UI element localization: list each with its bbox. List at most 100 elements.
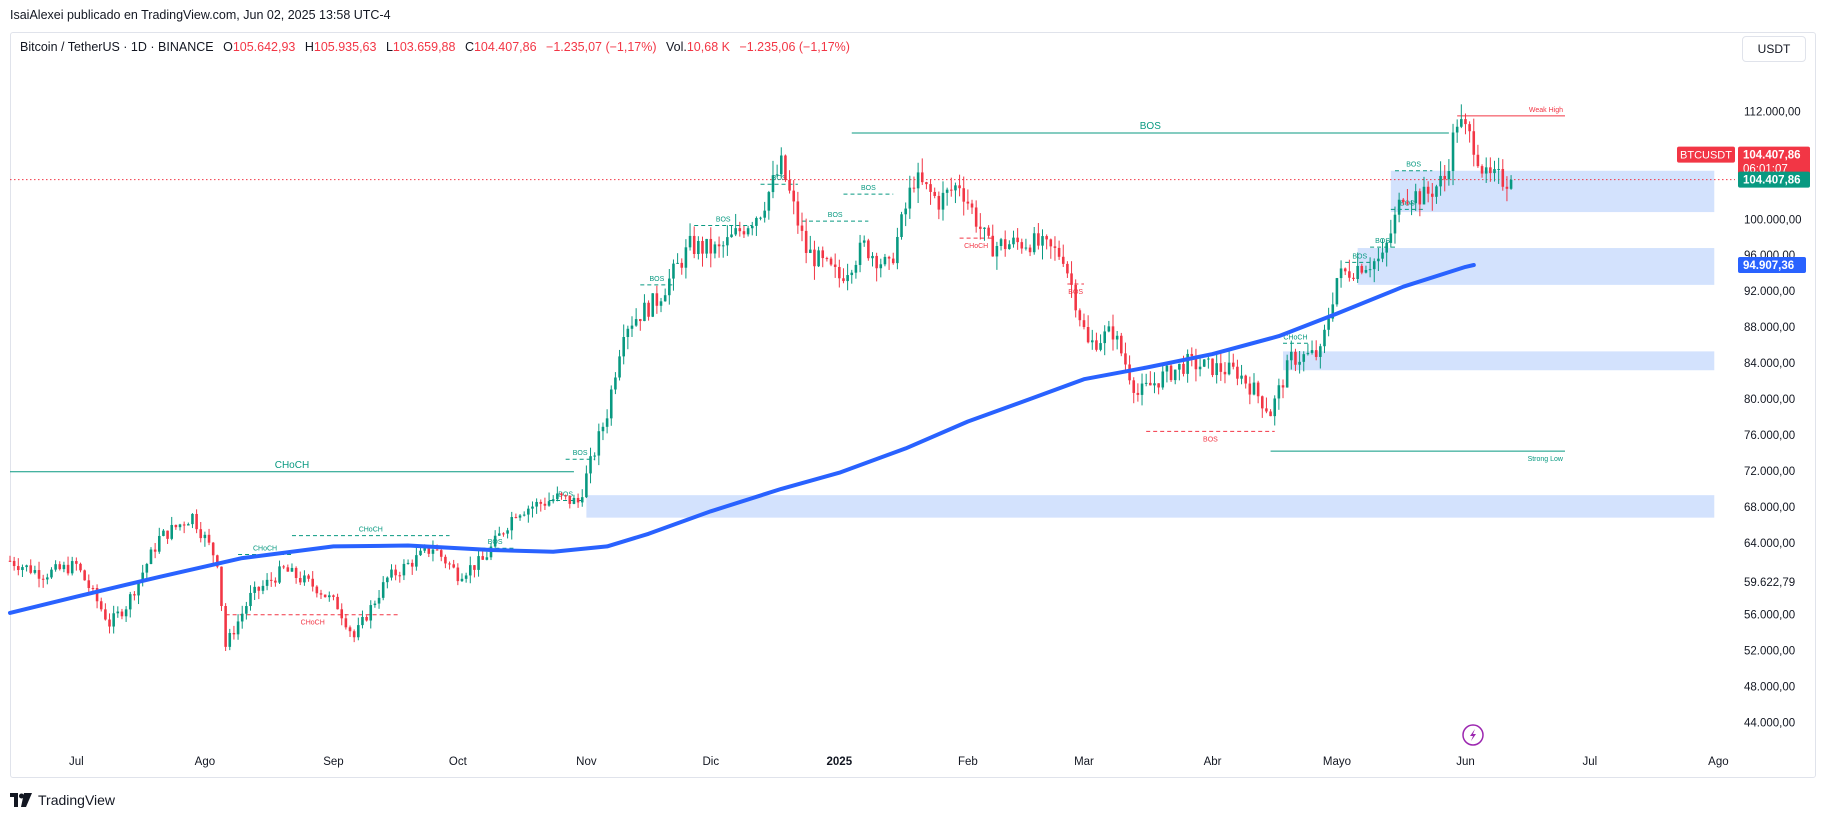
candle-body (1037, 233, 1040, 246)
candle-body (1078, 310, 1082, 321)
candle-body (663, 295, 667, 302)
candle-body (398, 575, 402, 577)
candle-body (1265, 408, 1268, 412)
candle-body (750, 225, 754, 229)
candle-body (187, 524, 190, 526)
candle-body (1028, 247, 1032, 253)
candle-body (1211, 358, 1214, 376)
candle-body (1339, 268, 1343, 279)
candle-body (195, 513, 198, 530)
candle-body (1256, 382, 1260, 397)
candle-body (269, 579, 273, 581)
candle-body (1190, 353, 1194, 357)
candle-body (66, 564, 70, 574)
candle-body (800, 225, 804, 231)
candle-body (1066, 263, 1069, 274)
candle-body (319, 593, 323, 595)
candle-body (448, 563, 451, 565)
candle-body (435, 549, 439, 551)
candle-body (1165, 365, 1169, 372)
candle-body (249, 592, 252, 607)
candle-body (162, 530, 165, 536)
candle-body (1377, 258, 1380, 262)
structure-label: Strong Low (1528, 456, 1564, 463)
candle-body (431, 549, 435, 554)
candle-body (104, 609, 107, 620)
candle-body (108, 619, 111, 627)
candle-body (8, 560, 12, 562)
x-axis: Jul Ago Sep Oct Nov Dic 2025 Feb Mar Abr Mayo Jun Ju… (69, 756, 1729, 768)
candle-body (937, 195, 941, 210)
candle-body (1049, 239, 1053, 247)
candle-body (303, 575, 306, 583)
candle-body (572, 497, 576, 504)
candle-body (307, 575, 310, 579)
candle-body (211, 542, 215, 556)
x-tick-label: Abr (1204, 756, 1222, 768)
candle-body (207, 534, 211, 543)
candle-body (83, 570, 86, 581)
candle-body (477, 556, 480, 570)
symbol-title[interactable]: Bitcoin / TetherUS · 1D · BINANCE (20, 40, 214, 54)
candle-body (796, 201, 800, 226)
symbol-tag: BTCUSDT (1680, 150, 1732, 162)
candle-body (1107, 326, 1111, 332)
candle-body (626, 328, 630, 338)
candle-body (423, 547, 426, 551)
candle-body (1207, 358, 1210, 360)
y-tick-label: 52.000,00 (1744, 646, 1795, 658)
candle-body (676, 262, 679, 264)
candle-body (1120, 335, 1123, 354)
candle-body (390, 569, 393, 578)
candle-body (1012, 237, 1015, 245)
candle-body (854, 264, 858, 273)
candle-body (21, 567, 24, 571)
structure-label: CHoCH (301, 620, 325, 627)
candle-body (763, 210, 766, 218)
candle-body (684, 247, 688, 268)
candle-body (634, 319, 638, 326)
candle-body (1460, 119, 1463, 127)
candle-body (804, 230, 808, 253)
candle-body (1231, 362, 1235, 367)
candle-body (456, 567, 460, 582)
candle-body (651, 293, 655, 317)
candle-body (174, 524, 178, 528)
y-tick-label: 68.000,00 (1744, 502, 1795, 514)
open-label: O (223, 40, 233, 54)
candle-body (62, 564, 66, 570)
candle-body (1364, 269, 1368, 273)
y-tick-label: 48.000,00 (1744, 682, 1795, 694)
structure-label: BOS (828, 212, 843, 219)
candle-body (1368, 269, 1372, 271)
candle-body (228, 632, 232, 647)
candle-body (415, 555, 418, 567)
structure-label: BOS (861, 185, 876, 192)
candle-body (99, 601, 103, 610)
candle-body (1252, 382, 1256, 395)
candle-body (547, 501, 551, 506)
currency-button[interactable]: USDT (1742, 36, 1806, 62)
candle-body (1431, 193, 1434, 197)
candle-body (539, 501, 543, 504)
candle-body (41, 578, 45, 580)
candle-body (717, 244, 721, 247)
candle-body (191, 513, 194, 525)
candle-body (178, 524, 182, 528)
structure-label: BOS (573, 450, 588, 457)
candle-body (916, 172, 920, 189)
y-tick-label: 56.000,00 (1744, 610, 1795, 622)
candle-body (1372, 261, 1376, 270)
candle-body (1057, 247, 1061, 257)
candle-body (199, 529, 203, 539)
candle-body (1406, 202, 1409, 204)
candle-body (1061, 256, 1065, 264)
candle-body (328, 595, 331, 598)
candle-body (668, 278, 671, 296)
candle-body (688, 235, 692, 248)
candle-body (419, 550, 422, 556)
lightning-icon[interactable] (1462, 724, 1484, 746)
candle-body (386, 577, 389, 583)
candle-body (1260, 396, 1264, 409)
